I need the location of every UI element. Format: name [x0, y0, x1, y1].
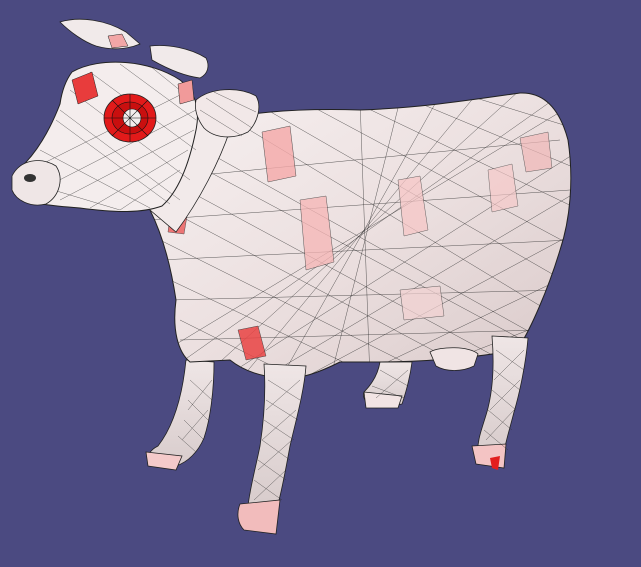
cow-body-wireframe — [150, 92, 571, 379]
cow-udder — [429, 347, 479, 371]
cow-snout — [11, 160, 61, 206]
cow-leg-back-near-hoof — [471, 443, 507, 469]
cow-leg-front-near — [247, 363, 307, 507]
cow-ear-wireframe — [199, 91, 257, 137]
cow-horn-patch — [107, 33, 129, 49]
cow-horn-left — [59, 18, 141, 50]
cow-leg-front-far — [148, 359, 215, 467]
cow-eye — [103, 93, 157, 143]
cow-leg-back-near-hoof-highlight — [490, 456, 500, 470]
cow-leg-front-far-hoof — [145, 451, 183, 471]
cow-head-patch-2 — [177, 79, 195, 105]
cow-nostril — [24, 174, 36, 182]
cow-legs-wireframe — [177, 349, 525, 501]
cow-head-patch — [71, 71, 99, 105]
cow-horn-right — [149, 45, 209, 79]
cow-model[interactable] — [11, 18, 580, 535]
cow-leg-front-near-hoof — [237, 499, 281, 535]
cow-body-highlights — [167, 125, 553, 361]
cow-leg-back-far-hoof — [363, 391, 403, 409]
